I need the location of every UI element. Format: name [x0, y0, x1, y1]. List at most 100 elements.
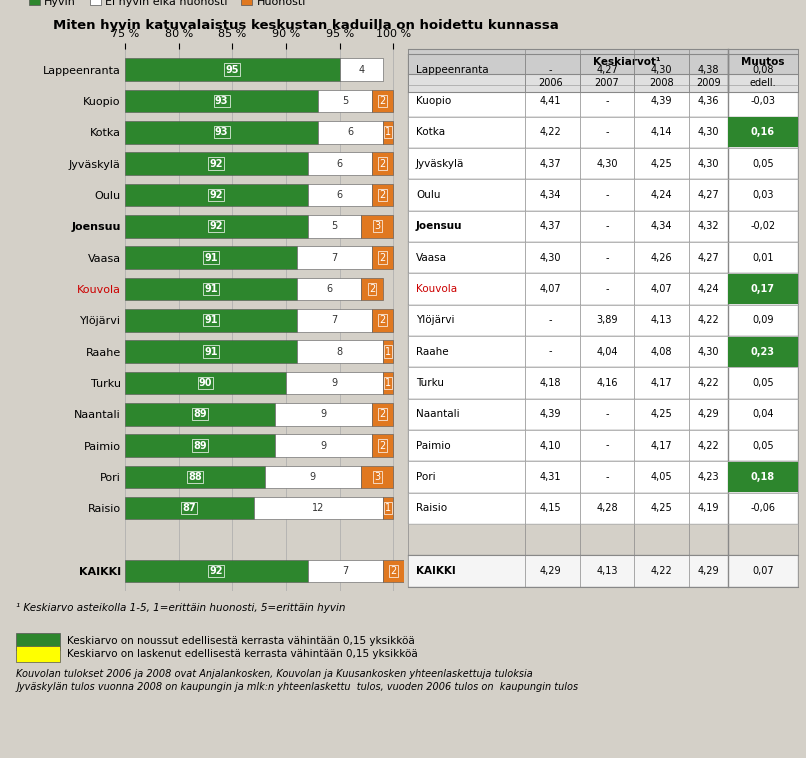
Text: 4,29: 4,29 — [697, 409, 719, 419]
Bar — [254, 497, 383, 519]
Text: 90: 90 — [199, 378, 212, 388]
Bar — [125, 559, 308, 582]
Bar — [297, 277, 361, 300]
Text: 9: 9 — [331, 378, 338, 388]
Bar — [372, 434, 393, 457]
Text: 1: 1 — [385, 346, 391, 356]
Text: 4,22: 4,22 — [697, 440, 719, 450]
FancyBboxPatch shape — [409, 399, 798, 430]
Legend: Hyvin, Ei hyvin eikä huonosti, Huonosti: Hyvin, Ei hyvin eikä huonosti, Huonosti — [24, 0, 310, 11]
Text: Miten hyvin katuvalaistus keskustan kaduilla on hoidettu kunnassa: Miten hyvin katuvalaistus keskustan kadu… — [53, 19, 559, 32]
Bar — [297, 246, 372, 269]
FancyBboxPatch shape — [409, 54, 798, 86]
Text: 4,30: 4,30 — [697, 346, 719, 356]
Text: -0,03: -0,03 — [750, 96, 775, 106]
FancyBboxPatch shape — [728, 117, 798, 147]
Text: 0,04: 0,04 — [752, 409, 774, 419]
Bar — [276, 434, 372, 457]
Text: -: - — [605, 409, 609, 419]
Text: Ylöjärvi: Ylöjärvi — [416, 315, 455, 325]
Text: 4,25: 4,25 — [650, 409, 672, 419]
Text: 4,29: 4,29 — [697, 566, 719, 576]
FancyBboxPatch shape — [728, 274, 798, 304]
FancyBboxPatch shape — [728, 337, 798, 367]
Text: 4,30: 4,30 — [650, 64, 672, 74]
Bar — [297, 340, 383, 363]
Text: 91: 91 — [204, 315, 218, 325]
Text: 2008: 2008 — [650, 78, 674, 88]
Text: ¹ Keskiarvo asteikolla 1-5, 1=erittäin huonosti, 5=erittäin hyvin: ¹ Keskiarvo asteikolla 1-5, 1=erittäin h… — [16, 603, 346, 612]
Text: 2: 2 — [380, 440, 386, 450]
Text: 0,18: 0,18 — [751, 472, 775, 482]
Text: 2: 2 — [380, 409, 386, 419]
Text: -: - — [549, 346, 552, 356]
Text: 3,89: 3,89 — [596, 315, 617, 325]
FancyBboxPatch shape — [409, 274, 798, 305]
Text: Kouvolan tulokset 2006 ja 2008 ovat Anjalankosken, Kouvolan ja Kuusankosken yhte: Kouvolan tulokset 2006 ja 2008 ovat Anja… — [16, 669, 533, 678]
Text: Lappeenranta: Lappeenranta — [416, 64, 488, 74]
Bar — [125, 497, 254, 519]
Text: Muutos: Muutos — [742, 57, 784, 67]
FancyBboxPatch shape — [409, 148, 798, 180]
Text: Jyväskylä: Jyväskylä — [416, 158, 464, 168]
Text: 6: 6 — [326, 284, 332, 294]
Bar — [125, 89, 318, 112]
Text: Kuopio: Kuopio — [416, 96, 451, 106]
Text: 4,08: 4,08 — [650, 346, 672, 356]
Text: Kotka: Kotka — [416, 127, 445, 137]
Bar — [308, 559, 383, 582]
Bar — [125, 277, 297, 300]
Text: 0,08: 0,08 — [752, 64, 774, 74]
Text: 4,14: 4,14 — [650, 127, 672, 137]
Text: 92: 92 — [210, 158, 223, 168]
Text: 2006: 2006 — [538, 78, 563, 88]
Text: 93: 93 — [215, 127, 228, 137]
Text: 3: 3 — [374, 472, 380, 482]
Text: 4,27: 4,27 — [697, 190, 719, 200]
Text: 8: 8 — [337, 346, 343, 356]
Text: -: - — [549, 315, 552, 325]
FancyBboxPatch shape — [409, 493, 798, 524]
Text: 4,30: 4,30 — [697, 127, 719, 137]
Text: Naantali: Naantali — [416, 409, 459, 419]
Text: 92: 92 — [210, 566, 223, 576]
FancyBboxPatch shape — [409, 305, 798, 336]
Text: 4,15: 4,15 — [540, 503, 561, 513]
FancyBboxPatch shape — [409, 461, 798, 493]
Bar — [383, 497, 393, 519]
Text: 4,25: 4,25 — [650, 503, 672, 513]
Text: 2009: 2009 — [696, 78, 721, 88]
FancyBboxPatch shape — [409, 430, 798, 461]
Bar — [125, 465, 264, 488]
Text: 4,24: 4,24 — [697, 284, 719, 294]
Text: -: - — [605, 472, 609, 482]
Text: -: - — [605, 440, 609, 450]
Bar — [361, 215, 393, 237]
Bar — [308, 215, 361, 237]
Text: -0,02: -0,02 — [750, 221, 775, 231]
Text: 87: 87 — [183, 503, 196, 513]
Text: 1: 1 — [385, 378, 391, 388]
Text: 6: 6 — [337, 158, 343, 168]
Text: Vaasa: Vaasa — [416, 252, 447, 262]
Text: 4,30: 4,30 — [596, 158, 617, 168]
Bar — [125, 371, 286, 394]
Text: 89: 89 — [193, 409, 207, 419]
Text: 4,30: 4,30 — [540, 252, 561, 262]
Text: -: - — [605, 127, 609, 137]
FancyBboxPatch shape — [409, 555, 798, 587]
Bar — [125, 403, 276, 425]
Text: 4,39: 4,39 — [650, 96, 672, 106]
Bar — [340, 58, 383, 81]
Text: 5: 5 — [331, 221, 338, 231]
Text: 4,25: 4,25 — [650, 158, 672, 168]
FancyBboxPatch shape — [409, 367, 798, 399]
Text: 4,31: 4,31 — [540, 472, 561, 482]
Bar — [383, 340, 393, 363]
Text: edell.: edell. — [750, 78, 776, 88]
Bar — [383, 121, 393, 143]
Text: 4,04: 4,04 — [596, 346, 617, 356]
Text: 4,19: 4,19 — [697, 503, 719, 513]
Text: 88: 88 — [188, 472, 202, 482]
Text: 9: 9 — [321, 440, 326, 450]
